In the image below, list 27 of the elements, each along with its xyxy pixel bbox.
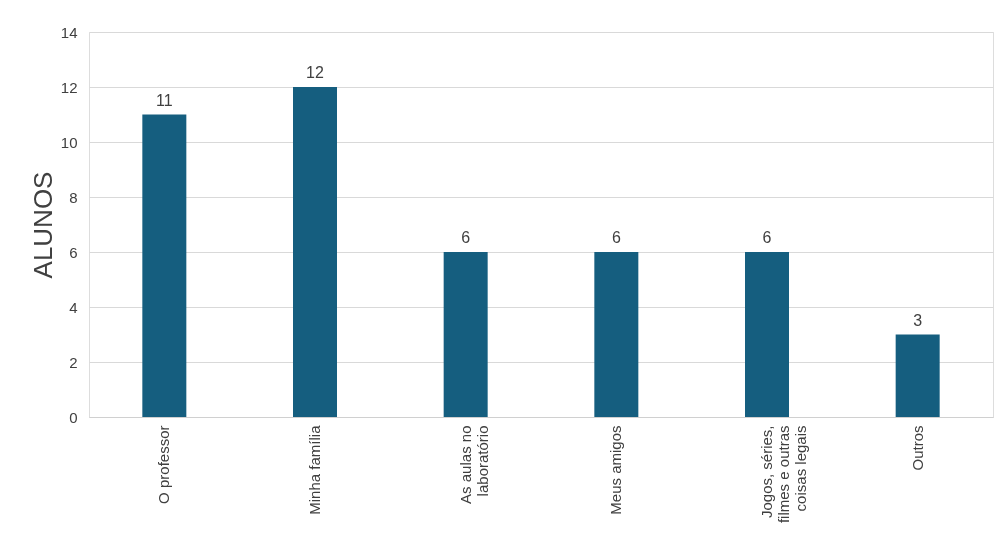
y-tick-label: 10 xyxy=(60,133,78,151)
y-tick-label: 0 xyxy=(69,408,78,426)
bar xyxy=(443,252,488,417)
data-label: 11 xyxy=(156,91,173,109)
bar xyxy=(142,114,187,417)
bar xyxy=(745,252,789,417)
data-label: 12 xyxy=(306,64,324,81)
bar xyxy=(594,252,639,417)
y-tick-label: 14 xyxy=(60,23,78,41)
data-label: 3 xyxy=(913,311,923,329)
x-tick-label: Outros xyxy=(908,425,926,471)
data-label: 6 xyxy=(762,229,772,246)
x-tick-label: As aulas no laboratório xyxy=(456,425,491,504)
y-tick-label: 8 xyxy=(69,188,78,206)
x-tick-label: Meus amigos xyxy=(607,425,625,515)
y-tick-label: 12 xyxy=(60,78,78,96)
y-axis-title: ALUNOS xyxy=(27,171,58,279)
x-tick-label: O professor xyxy=(155,425,173,504)
data-label: 6 xyxy=(611,229,621,246)
x-tick-label: Jogos, séries, filmes e outras coisas legais xyxy=(758,425,809,524)
x-tick-label: Minha família xyxy=(306,424,323,515)
y-tick-label: 2 xyxy=(69,353,78,371)
y-tick-label: 6 xyxy=(69,243,78,261)
data-label: 6 xyxy=(461,229,471,246)
y-tick-label: 4 xyxy=(69,298,78,316)
bar xyxy=(895,334,940,417)
bar xyxy=(293,87,337,417)
